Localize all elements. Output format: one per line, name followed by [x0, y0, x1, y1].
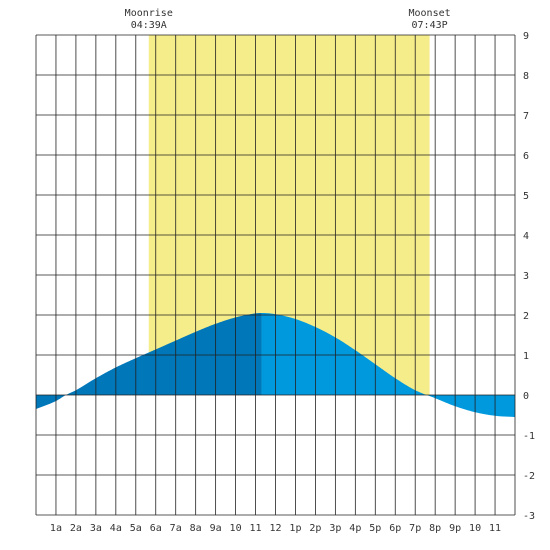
y-tick-label: 1	[523, 351, 529, 362]
x-tick-label: 7a	[170, 523, 182, 534]
y-tick-label: 7	[523, 111, 529, 122]
x-tick-label: 8p	[429, 523, 441, 534]
x-tick-label: 9p	[449, 523, 461, 534]
moonset-label: Moonset	[409, 8, 451, 19]
y-tick-label: 4	[523, 231, 529, 242]
moon-labels: Moonrise 04:39A Moonset 07:43P	[125, 8, 451, 31]
x-tick-label: 7p	[409, 523, 421, 534]
x-tick-label: 11	[250, 523, 262, 534]
x-tick-label: 9a	[210, 523, 222, 534]
moonset-time: 07:43P	[412, 20, 448, 31]
grid	[35, 34, 516, 516]
x-tick-label: 6p	[389, 523, 401, 534]
x-tick-label: 10	[469, 523, 481, 534]
y-tick-label: 6	[523, 151, 529, 162]
x-tick-label: 10	[230, 523, 242, 534]
y-tick-label: 8	[523, 71, 529, 82]
x-tick-label: 2a	[70, 523, 82, 534]
x-tick-label: 11	[489, 523, 501, 534]
tide-area-rising	[65, 313, 262, 395]
x-tick-label: 4a	[110, 523, 122, 534]
x-tick-label: 4p	[349, 523, 361, 534]
y-tick-label: 3	[523, 271, 529, 282]
x-tick-label: 1p	[289, 523, 301, 534]
moonrise-time: 04:39A	[131, 20, 167, 31]
y-tick-label: 2	[523, 311, 529, 322]
y-tick-label: -2	[523, 471, 535, 482]
y-tick-label: 0	[523, 391, 529, 402]
tide-area-falling	[261, 313, 515, 417]
x-tick-label: 3a	[90, 523, 102, 534]
x-tick-label: 5p	[369, 523, 381, 534]
x-tick-label: 6a	[150, 523, 162, 534]
moonrise-label: Moonrise	[125, 8, 173, 19]
y-tick-label: 9	[523, 31, 529, 42]
y-axis-labels: -3 -2 -1 0 1 2 3 4 5 6 7 8 9	[523, 31, 535, 522]
x-tick-label: 8a	[190, 523, 202, 534]
x-tick-label: 12	[269, 523, 281, 534]
x-tick-label: 5a	[130, 523, 142, 534]
y-tick-label: -1	[523, 431, 535, 442]
x-tick-label: 2p	[309, 523, 321, 534]
x-tick-label: 3p	[329, 523, 341, 534]
tide-area-segment	[36, 395, 66, 409]
y-tick-label: -3	[523, 511, 535, 522]
x-axis-labels: 1a 2a 3a 4a 5a 6a 7a 8a 9a 10 11 12 1p 2p 3p 4p 5p 6p 7p 8p…	[50, 523, 501, 534]
x-tick-label: 1a	[50, 523, 62, 534]
tide-area	[36, 313, 515, 417]
y-tick-label: 5	[523, 191, 529, 202]
